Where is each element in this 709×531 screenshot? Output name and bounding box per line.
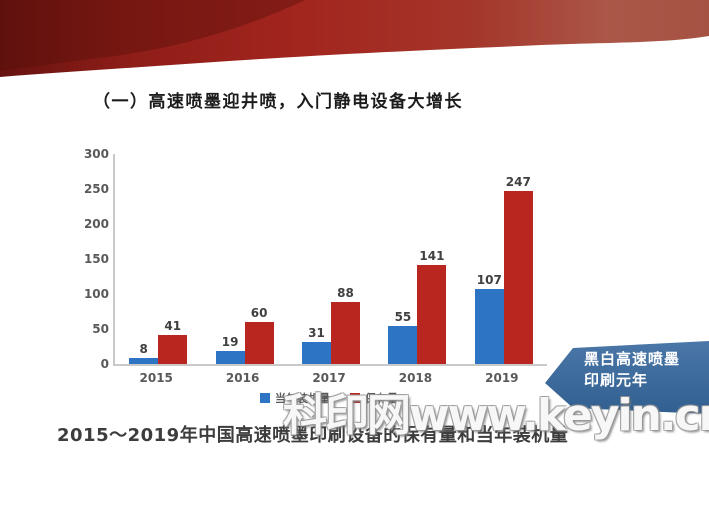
x-axis-labels: 2015 2016 2017 2018 2019 (113, 371, 545, 385)
bar-with-label: 31 (302, 326, 332, 364)
y-tick-label: 250 (83, 182, 109, 196)
callout-arrow-banner (545, 341, 709, 414)
bar (302, 342, 332, 364)
bar (474, 289, 504, 364)
red-ribbon-graphic (0, 0, 709, 77)
legend-item: 保有量 (350, 390, 398, 406)
callout-banner-text: 黑白高速喷墨 印刷元年 (584, 349, 709, 391)
y-tick-label: 200 (83, 217, 109, 231)
bar-value-label: 19 (221, 334, 239, 349)
bar-value-label: 8 (139, 342, 148, 357)
slide-title: （一）高速喷墨迎井喷，入门静电设备大增长 (93, 92, 463, 112)
bar-groups: 8 41 19 60 31 88 55 141 107 247 (115, 154, 547, 364)
bar-value-label: 247 (505, 175, 531, 190)
y-tick-label: 0 (100, 357, 109, 371)
x-tick-label: 2018 (398, 371, 433, 385)
watermark-text: 科印网www.keyin.cn (283, 390, 709, 441)
bar (129, 358, 159, 364)
bar-with-label: 55 (388, 309, 418, 364)
bar-with-label: 141 (417, 249, 447, 364)
bar-value-label: 107 (476, 273, 502, 288)
bar (388, 325, 418, 364)
bar-with-label: 88 (331, 286, 361, 364)
legend-item: 当年装机量 (260, 390, 330, 406)
bar-with-label: 60 (244, 306, 274, 364)
bar (503, 191, 533, 364)
y-tick-label: 100 (83, 287, 109, 301)
bar-value-label: 88 (337, 286, 354, 301)
bar-value-label: 41 (164, 319, 182, 334)
legend-swatch (350, 393, 360, 403)
bar-group: 31 88 (288, 154, 374, 364)
bar-with-label: 19 (215, 334, 245, 364)
bar (331, 302, 361, 364)
bar-value-label: 141 (419, 249, 445, 264)
bar (417, 265, 447, 364)
bar-group: 8 41 (115, 154, 201, 364)
bar-with-label: 8 (129, 342, 159, 364)
bar-value-label: 60 (250, 306, 268, 320)
bar-chart: 0 50 100 150 200 250 300 8 41 19 60 31 88 55 141 107 24… (83, 147, 563, 409)
chart-caption: 2015～2019年中国高速喷墨印刷设备的保有量和当年装机量 (57, 425, 569, 446)
bar-value-label: 55 (394, 309, 412, 324)
bar-with-label: 41 (158, 319, 188, 364)
x-tick-label: 2019 (485, 371, 519, 385)
bar-group: 19 60 (201, 154, 287, 364)
legend-swatch (260, 393, 270, 403)
callout-banner-line1: 黑白高速喷墨 (584, 350, 681, 368)
x-tick-label: 2015 (139, 371, 173, 385)
chart-legend: 当年装机量 保有量 (113, 390, 545, 406)
bar (244, 322, 274, 364)
y-axis-labels: 0 50 100 150 200 250 300 (83, 148, 109, 370)
x-tick-label: 2016 (225, 371, 260, 385)
bar (215, 350, 245, 364)
bar (158, 335, 188, 364)
x-tick-label: 2017 (312, 371, 346, 385)
bar-group: 107 247 (461, 154, 547, 364)
y-tick-label: 300 (83, 147, 109, 161)
legend-label: 当年装机量 (275, 392, 330, 405)
y-tick-label: 150 (83, 252, 109, 266)
legend-label: 保有量 (365, 392, 398, 405)
bar-value-label: 31 (308, 326, 325, 341)
y-tick-label: 50 (92, 322, 109, 336)
bar-with-label: 107 (474, 273, 504, 364)
callout-banner-line2: 印刷元年 (584, 371, 649, 389)
plot-area: 8 41 19 60 31 88 55 141 107 247 (113, 154, 547, 366)
bar-with-label: 247 (503, 175, 533, 364)
bar-group: 55 141 (374, 154, 460, 364)
